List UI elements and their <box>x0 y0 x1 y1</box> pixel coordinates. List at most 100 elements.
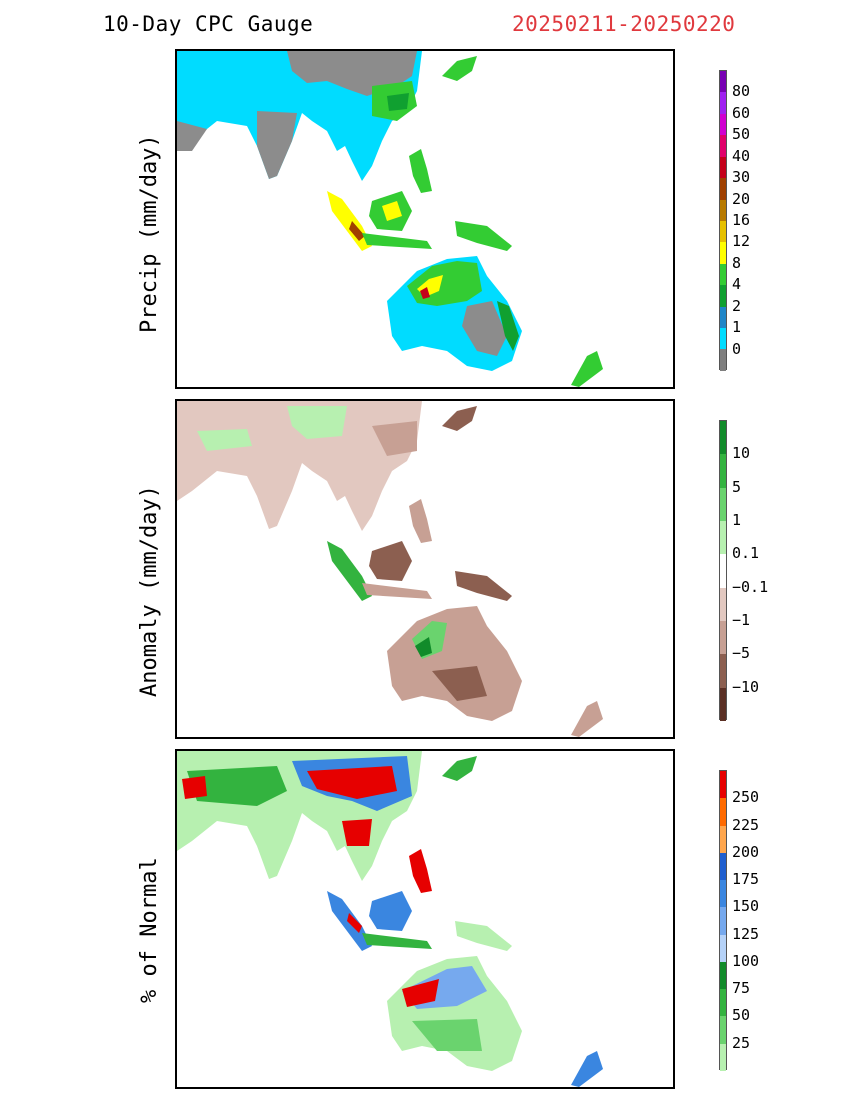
borneo <box>369 891 412 931</box>
colorbar-segment <box>720 113 726 136</box>
colorbar-segment <box>720 199 726 221</box>
colorbar-tick-label: 4 <box>732 275 742 294</box>
precip-ylabel: Precip (mm/day) <box>137 134 162 333</box>
new-zealand <box>571 701 603 737</box>
philippines <box>409 499 432 543</box>
colorbar-tick-label: 10 <box>732 444 751 463</box>
asia-wet-anomaly <box>287 406 347 439</box>
japan <box>442 756 477 781</box>
colorbar-segment <box>720 220 726 243</box>
japan <box>442 406 477 431</box>
china-wet-core <box>387 93 409 111</box>
colorbar-tick-label: 50 <box>732 125 751 144</box>
percent-normal-ylabel: % of Normal <box>137 857 162 1003</box>
colorbar-tick-label: 75 <box>732 979 751 998</box>
colorbar-segment <box>720 989 726 1017</box>
india-dry-region <box>257 111 297 179</box>
australia-below-normal <box>412 1019 482 1051</box>
java <box>362 233 432 249</box>
mainland-se-asia-peak <box>342 819 372 846</box>
australia-north-wet-core <box>415 637 432 657</box>
new-guinea <box>455 571 512 601</box>
philippines <box>409 149 432 193</box>
australia <box>387 606 522 721</box>
colorbar-tick-label: 100 <box>732 951 760 970</box>
colorbar-segment <box>720 328 726 350</box>
anomaly-ylabel: Anomaly (mm/day) <box>137 485 162 697</box>
colorbar-segment <box>720 520 726 555</box>
colorbar-tick-label: 1 <box>732 511 742 529</box>
colorbar-segment <box>720 1043 726 1071</box>
colorbar-segment <box>720 71 726 93</box>
new-guinea <box>455 921 512 951</box>
colorbar-tick-label: 60 <box>732 103 751 122</box>
colorbar-tick-label: 1 <box>732 318 742 337</box>
colorbar-tick-label: 30 <box>732 168 751 187</box>
colorbar-segment <box>720 135 726 157</box>
new-guinea <box>455 221 512 251</box>
colorbar-segment <box>720 92 726 114</box>
colorbar-tick-label: 125 <box>732 924 760 943</box>
colorbar-tick-label: 225 <box>732 815 760 834</box>
precip-colorbar <box>719 70 727 371</box>
arabia-dry-region <box>177 121 207 151</box>
asia-dry-anomaly <box>372 421 417 456</box>
borneo <box>369 541 412 581</box>
new-zealand <box>571 1051 603 1087</box>
colorbar-segment <box>720 178 726 200</box>
asia-much-above-normal <box>307 766 397 799</box>
colorbar-segment <box>720 1016 726 1044</box>
sumatra <box>327 191 372 251</box>
colorbar-segment <box>720 306 726 329</box>
sumatra <box>327 541 372 601</box>
colorbar-segment <box>720 349 726 371</box>
colorbar-tick-label: 25 <box>732 1033 751 1052</box>
anomaly-map <box>177 401 603 737</box>
colorbar-segment <box>720 242 726 264</box>
australia-much-above-normal <box>402 979 439 1007</box>
colorbar-tick-label: 175 <box>732 870 760 889</box>
australia-north-peak <box>420 287 430 299</box>
chart-title: 10-Day CPC Gauge <box>103 12 314 36</box>
colorbar-tick-label: 16 <box>732 211 751 229</box>
java <box>362 933 432 949</box>
colorbar-segment <box>720 825 726 853</box>
colorbar-tick-label: 12 <box>732 232 751 251</box>
colorbar-segment <box>720 156 726 179</box>
japan <box>442 56 477 81</box>
java <box>362 583 432 599</box>
colorbar-segment <box>720 620 726 655</box>
colorbar-segment <box>720 554 726 588</box>
percent-normal-map-panel <box>175 749 675 1089</box>
sumatra-core <box>349 221 365 241</box>
philippines <box>409 849 432 893</box>
borneo-core <box>382 201 402 221</box>
colorbar-tick-label: 50 <box>732 1006 751 1025</box>
colorbar-segment <box>720 454 726 488</box>
new-zealand <box>571 351 603 387</box>
colorbar-tick-label: −0.1 <box>732 577 769 596</box>
colorbar-tick-label: 200 <box>732 842 760 861</box>
colorbar-segment <box>720 263 726 286</box>
colorbar-segment <box>720 771 726 799</box>
anomaly-colorbar <box>719 420 727 721</box>
colorbar-tick-label: 8 <box>732 253 742 272</box>
colorbar-tick-label: 150 <box>732 897 760 916</box>
date-range: 20250211-20250220 <box>512 12 736 36</box>
sumatra-peak <box>347 913 362 933</box>
colorbar-segment <box>720 421 726 455</box>
colorbar-tick-label: 0 <box>732 339 742 358</box>
colorbar-tick-label: 5 <box>732 477 742 496</box>
anomaly-map-panel <box>175 399 675 739</box>
colorbar-segment <box>720 798 726 826</box>
colorbar-segment <box>720 961 726 990</box>
colorbar-tick-label: 40 <box>732 146 751 165</box>
colorbar-segment <box>720 934 726 962</box>
colorbar-segment <box>720 654 726 688</box>
colorbar-tick-label: 80 <box>732 82 751 101</box>
colorbar-segment <box>720 852 726 881</box>
colorbar-tick-label: −10 <box>732 677 760 696</box>
colorbar-tick-label: 20 <box>732 189 751 208</box>
colorbar-segment <box>720 880 726 908</box>
precip-map-panel <box>175 49 675 389</box>
